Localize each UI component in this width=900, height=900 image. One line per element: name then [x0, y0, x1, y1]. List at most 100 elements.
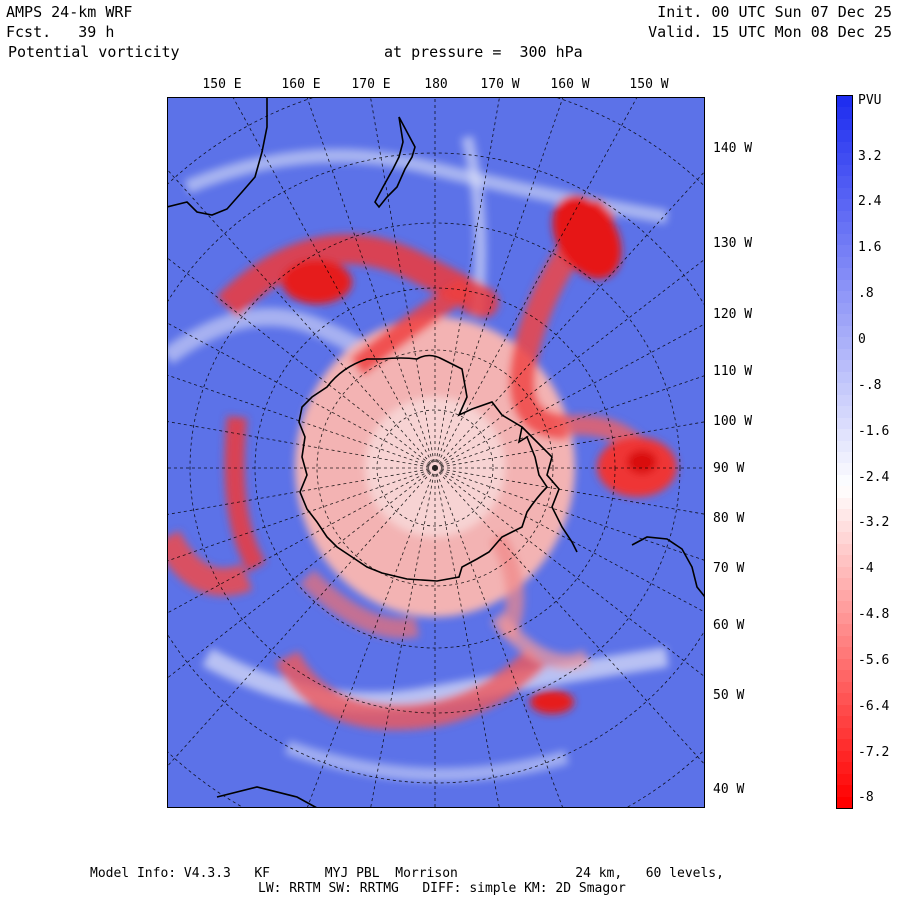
colorbar-label: -4: [858, 561, 874, 576]
colorbar-segment: [837, 658, 852, 671]
colorbar-segment: [837, 773, 852, 786]
field-name: Potential vorticity: [8, 43, 180, 61]
colorbar-segment: [837, 141, 852, 154]
lon-label-170e: 170 E: [351, 77, 391, 92]
colorbar-segment: [837, 187, 852, 200]
colorbar-label: 1.6: [858, 240, 882, 255]
colorbar-segment: [837, 130, 852, 143]
colorbar-segment: [837, 176, 852, 189]
colorbar-segment: [837, 440, 852, 453]
colorbar-segment: [837, 681, 852, 694]
pv-map: [167, 97, 705, 808]
lon-label-40w: 40 W: [713, 782, 745, 797]
valid-time: Valid. 15 UTC Mon 08 Dec 25: [648, 23, 892, 41]
colorbar-segment: [837, 360, 852, 373]
pv-swirls: [167, 135, 677, 782]
colorbar-segment: [837, 348, 852, 361]
colorbar-segment: [837, 222, 852, 235]
colorbar-segment: [837, 739, 852, 752]
lon-label-140w: 140 W: [713, 141, 753, 156]
lon-label-100w: 100 W: [713, 414, 753, 429]
colorbar-segment: [837, 325, 852, 338]
colorbar-unit: PVU: [858, 93, 882, 108]
colorbar-segment: [837, 406, 852, 419]
colorbar-segment: [837, 486, 852, 499]
model-info-line1: Model Info: V4.3.3 KF MYJ PBL Morrison 2…: [90, 866, 724, 881]
lon-label-130w: 130 W: [713, 236, 753, 251]
south-america-coast: [631, 536, 705, 598]
lon-label-90w: 90 W: [713, 461, 745, 476]
colorbar-segment: [837, 693, 852, 706]
colorbar-segment: [837, 463, 852, 476]
colorbar-segment: [837, 153, 852, 166]
colorbar-segment: [837, 624, 852, 637]
colorbar-segment: [837, 520, 852, 533]
colorbar-label: 2.4: [858, 194, 882, 209]
colorbar-segment: [837, 716, 852, 729]
lon-label-70w: 70 W: [713, 561, 745, 576]
colorbar-segment: [837, 762, 852, 775]
colorbar-segment: [837, 509, 852, 522]
colorbar-segment: [837, 750, 852, 763]
colorbar-segment: [837, 670, 852, 683]
colorbar-segment: [837, 635, 852, 648]
colorbar-label: -.8: [858, 378, 882, 393]
colorbar-segment: [837, 291, 852, 304]
lon-label-150e: 150 E: [202, 77, 242, 92]
colorbar-segment: [837, 233, 852, 246]
colorbar-label: -7.2: [858, 745, 890, 760]
lon-label-80w: 80 W: [713, 511, 745, 526]
colorbar-label: -1.6: [858, 424, 890, 439]
model-title: AMPS 24-km WRF: [6, 3, 133, 21]
colorbar-label: -3.2: [858, 515, 890, 530]
colorbar-label: -8: [858, 790, 874, 805]
colorbar-label: -4.8: [858, 607, 890, 622]
antarctic-peninsula: [521, 426, 578, 553]
lon-label-120w: 120 W: [713, 307, 753, 322]
graticule: [167, 97, 705, 808]
colorbar-label: 3.2: [858, 149, 882, 164]
colorbar-segment: [837, 452, 852, 464]
antarctica-coast: [298, 354, 549, 582]
model-info-line2: LW: RRTM SW: RRTMG DIFF: simple KM: 2D S…: [258, 881, 626, 896]
lon-label-60w: 60 W: [713, 618, 745, 633]
colorbar-segment: [837, 429, 852, 441]
colorbar-segment: [837, 601, 852, 614]
lon-label-180: 180: [424, 77, 448, 92]
colorbar-segment: [837, 566, 852, 579]
colorbar-segment: [837, 474, 852, 487]
lon-label-160w: 160 W: [550, 77, 590, 92]
australia-coast: [167, 97, 268, 216]
colorbar-segment: [837, 497, 852, 510]
colorbar-segment: [837, 383, 852, 396]
lon-label-170w: 170 W: [480, 77, 520, 92]
colorbar-segment: [837, 164, 852, 177]
colorbar-label: -2.4: [858, 470, 890, 485]
colorbar-segment: [837, 589, 852, 602]
colorbar-segment: [837, 612, 852, 625]
colorbar-segment: [837, 785, 852, 797]
init-time: Init. 00 UTC Sun 07 Dec 25: [657, 3, 892, 21]
colorbar-segment: [837, 417, 852, 430]
lon-label-110w: 110 W: [713, 364, 753, 379]
colorbar-segment: [837, 268, 852, 281]
colorbar-segment: [837, 371, 852, 384]
colorbar-segment: [837, 118, 852, 131]
new-zealand: [374, 116, 416, 209]
lon-label-50w: 50 W: [713, 688, 745, 703]
colorbar-segment: [837, 394, 852, 407]
colorbar-label: .8: [858, 286, 874, 301]
colorbar-segment: [837, 199, 852, 212]
colorbar-segment: [837, 532, 852, 545]
colorbar-segment: [837, 555, 852, 568]
australia-south: [216, 786, 318, 808]
colorbar: [836, 95, 853, 809]
colorbar-segment: [837, 256, 852, 269]
colorbar-label: 0: [858, 332, 866, 347]
colorbar-segment: [837, 245, 852, 258]
colorbar-segment: [837, 279, 852, 292]
colorbar-segment: [837, 796, 852, 809]
colorbar-segment: [837, 210, 852, 223]
colorbar-segment: [837, 647, 852, 660]
colorbar-label: -5.6: [858, 653, 890, 668]
